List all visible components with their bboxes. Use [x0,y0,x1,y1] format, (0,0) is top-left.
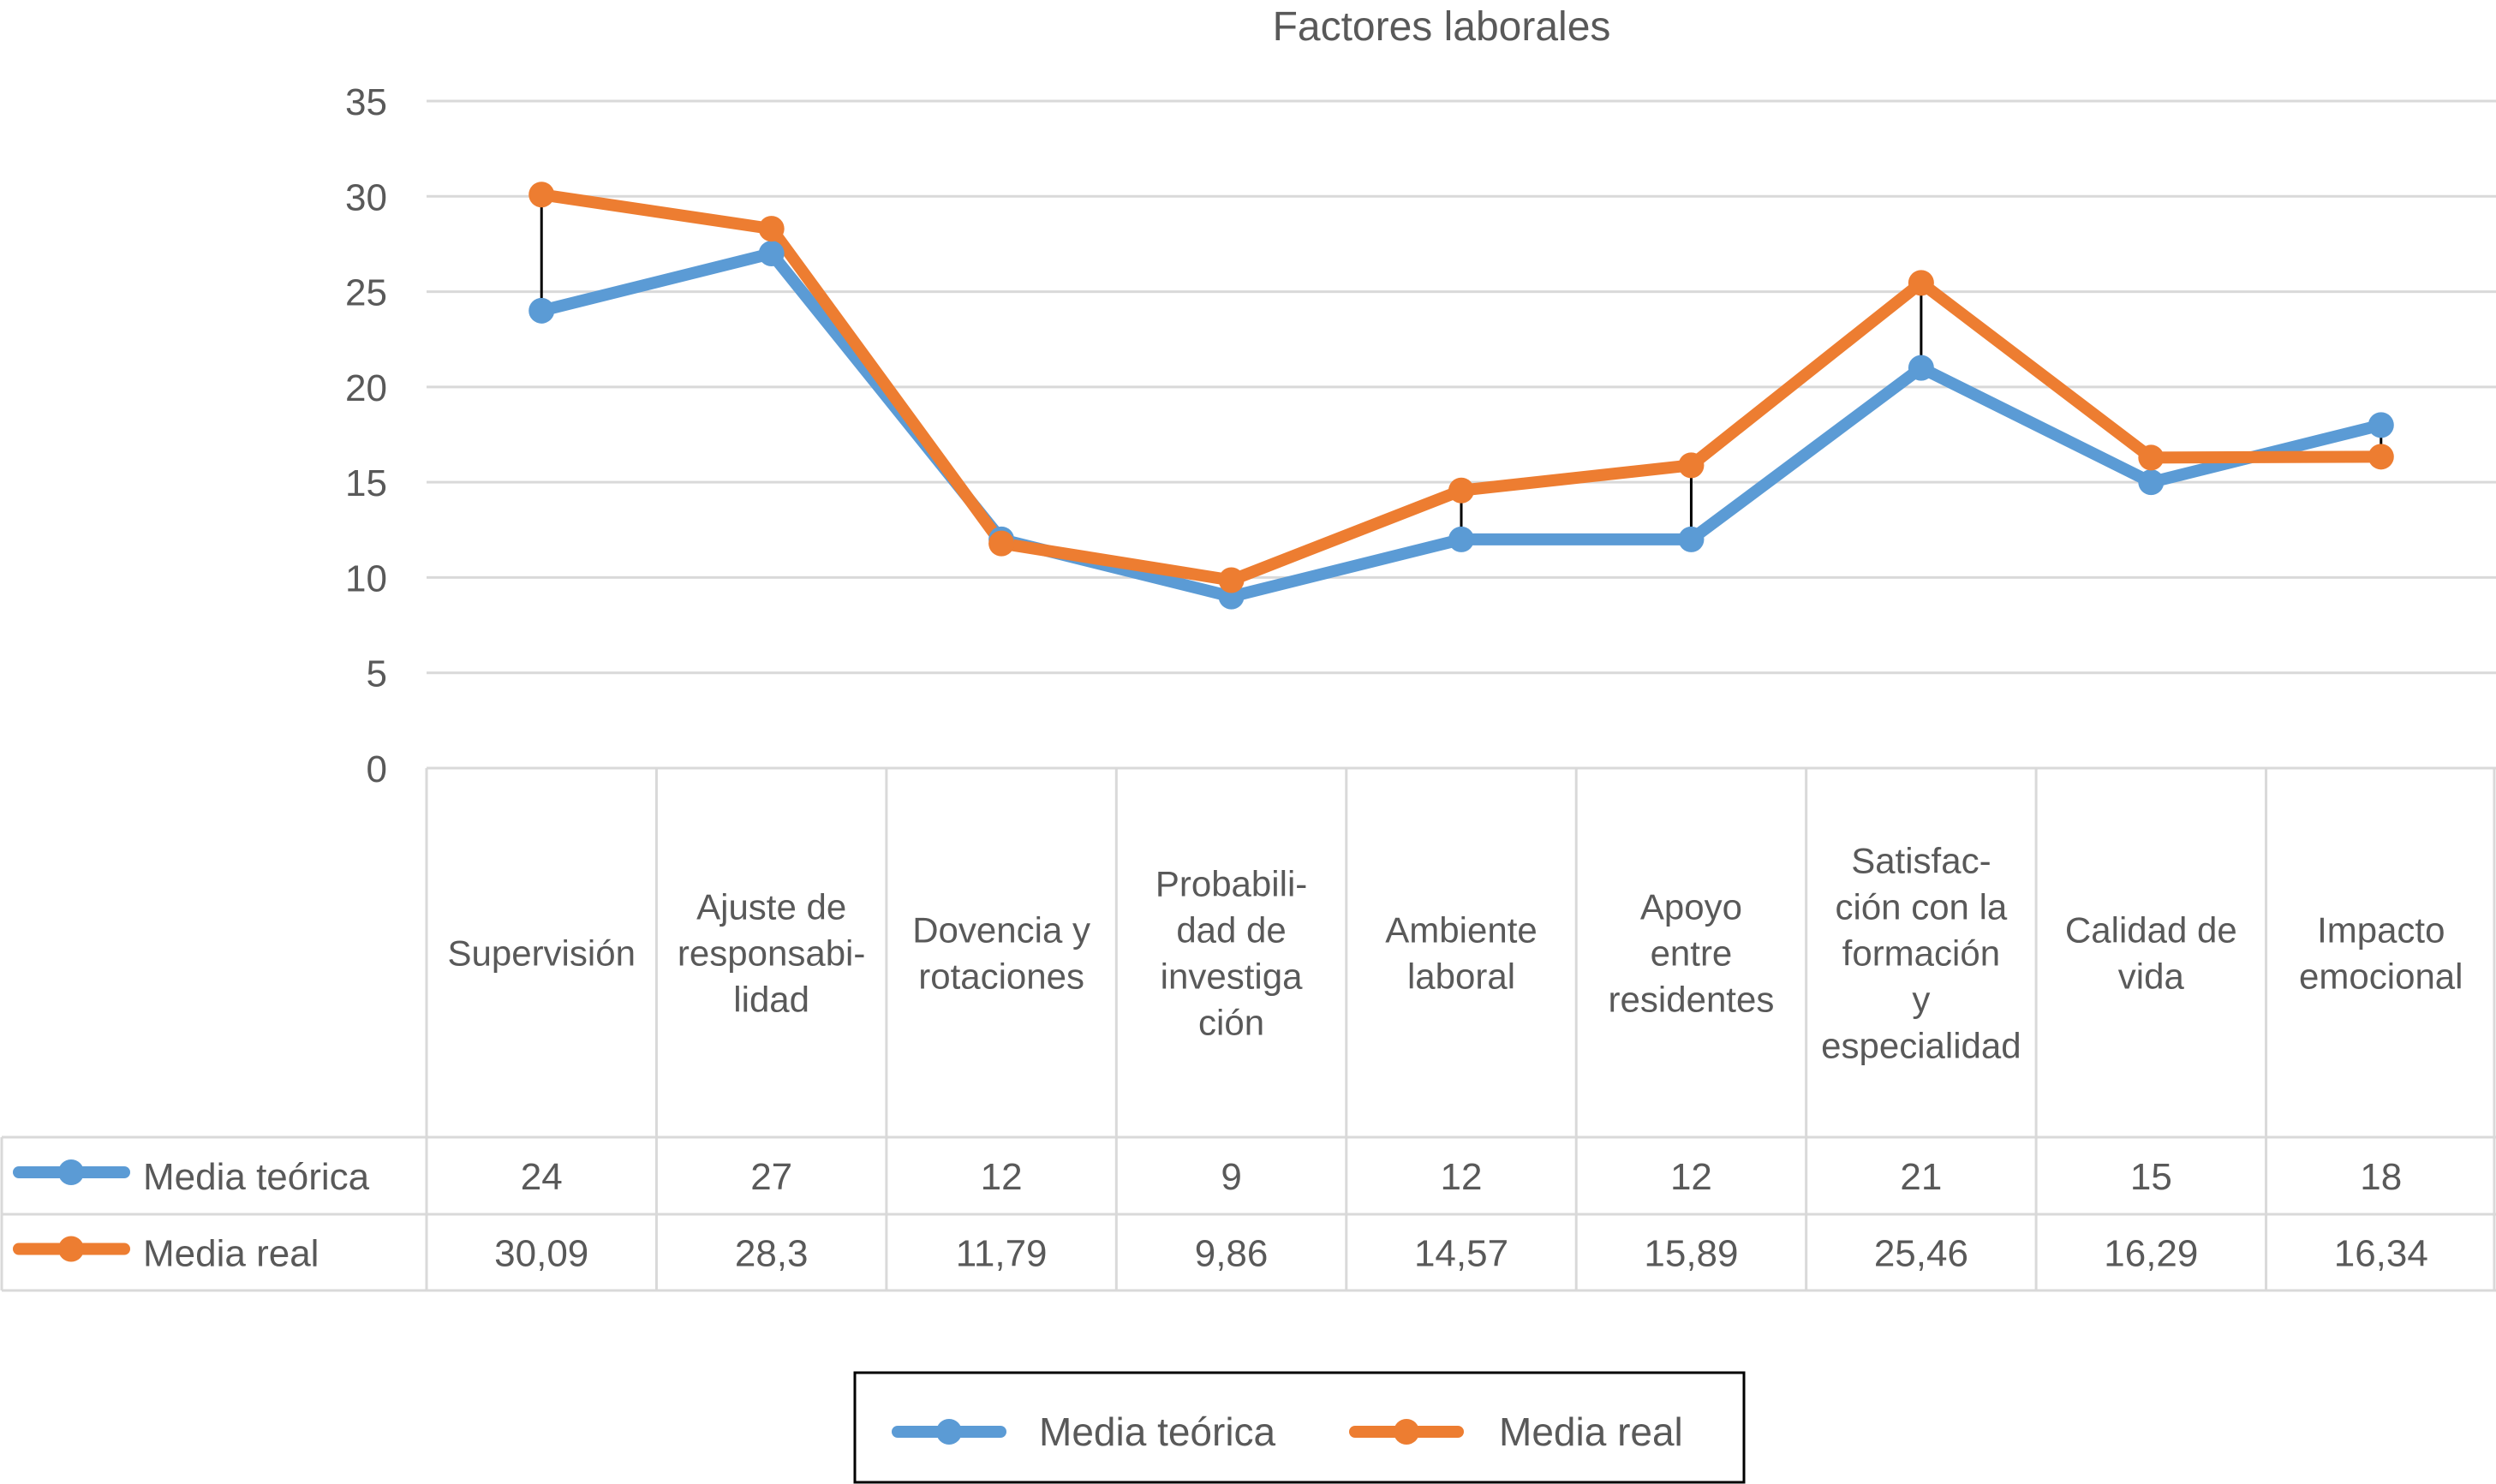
y-tick-label: 35 [345,81,387,123]
category-label: rotaciones [918,957,1084,997]
data-point [1448,477,1474,504]
category-label: y [1912,980,1930,1020]
data-point [2368,412,2394,438]
data-point [1908,270,1934,296]
legend-label: Media teórica [1039,1410,1276,1454]
category-label: emocional [2299,957,2463,997]
category-label: laboral [1407,957,1515,997]
y-tick-label: 10 [345,557,387,599]
category-label: Probabili- [1155,864,1307,904]
legend-marker [1394,1419,1419,1445]
table-value-cell: 15 [2130,1156,2172,1198]
data-point [2138,444,2165,471]
y-tick-label: 25 [345,272,387,314]
table-value-cell: 16,29 [2104,1233,2198,1275]
table-value-cell: 15,89 [1644,1233,1738,1275]
category-label: lidad [733,980,809,1020]
legend: Media teórica Media real [853,1371,1746,1484]
category-label: ción [1198,1003,1264,1043]
data-point [2138,469,2165,496]
table-value-cell: 28,3 [735,1233,809,1275]
y-tick-label: 0 [367,748,387,790]
category-label: responsabi- [678,933,865,974]
table-value-cell: 18 [2360,1156,2402,1198]
table-value-cell: 14,57 [1414,1233,1508,1275]
table-value-cell: 12 [1670,1156,1712,1198]
category-label: dad de [1176,910,1286,951]
table-value-cell: 12 [981,1156,1023,1198]
y-axis: 0 5 10 15 20 25 30 35 [345,81,387,790]
y-tick-label: 15 [345,462,387,504]
chart-title: Factores laborales [1273,4,1611,50]
category-label: Ajuste de [696,887,846,927]
data-point [1448,526,1474,552]
data-point [1908,355,1934,381]
table-series-marker [58,1159,84,1185]
table-series-name: Media real [143,1233,319,1275]
category-label: ción con la [1835,887,2007,927]
series-lines [528,182,2394,610]
category-label: Apoyo [1640,887,1742,927]
category-label: entre [1651,933,1733,974]
table-value-cell: 21 [1900,1156,1942,1198]
category-label: Calidad de [2065,910,2237,951]
data-table: Supervisión Ajuste de responsabi-lidad Dove… [0,766,2496,1292]
category-label: investiga [1161,957,1303,997]
data-point [1678,526,1705,552]
category-label: Impacto [2317,910,2445,951]
table-value-cell: 11,79 [956,1233,1048,1275]
category-label: especialidad [1821,1026,2021,1066]
data-point [758,216,785,242]
data-point [758,241,785,267]
y-tick-label: 5 [367,653,387,695]
table-value-cell: 16,34 [2334,1233,2428,1275]
table-value-cell: 27 [750,1156,792,1198]
category-label: Ambiente [1385,910,1537,951]
category-label: vida [2118,957,2185,997]
category-label: formación [1842,933,2000,974]
data-point [528,297,555,324]
category-label: Dovencia y [912,910,1090,951]
data-point [528,182,555,208]
y-tick-label: 30 [345,176,387,218]
data-point [1678,452,1705,479]
table-series-marker [58,1236,84,1262]
data-point [988,530,1015,557]
category-label: Supervisión [447,933,635,974]
table-series-name: Media teórica [143,1156,370,1198]
table-value-cell: 30,09 [494,1233,588,1275]
y-tick-label: 20 [345,367,387,409]
gridlines [427,99,2496,675]
table-value-cell: 25,46 [1874,1233,1968,1275]
table-value-cell: 24 [521,1156,563,1198]
legend-marker [936,1419,962,1445]
legend-label: Media real [1499,1410,1683,1454]
data-point [1218,567,1245,593]
category-label: residentes [1609,980,1775,1020]
data-point [2368,444,2394,470]
table-value-cell: 9 [1221,1156,1241,1198]
category-label: Satisfac- [1851,841,1991,881]
table-value-cell: 9,86 [1195,1233,1269,1275]
table-value-cell: 12 [1441,1156,1483,1198]
